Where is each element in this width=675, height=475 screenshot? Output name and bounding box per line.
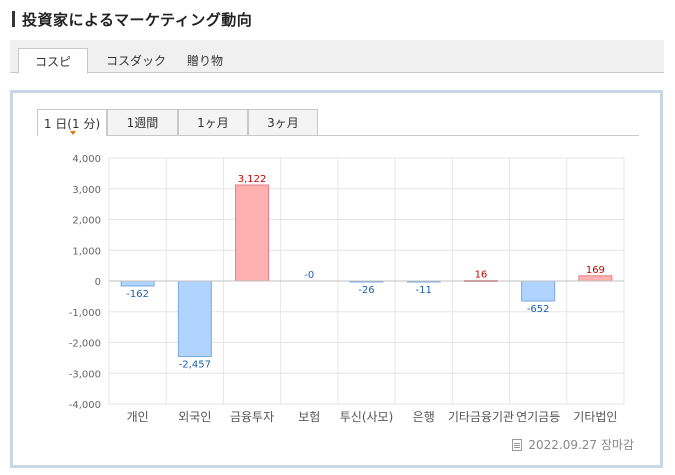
y-tick-label: 0 (95, 277, 101, 288)
tab-1-month[interactable]: 1ヶ月 (178, 109, 248, 135)
value-label: -652 (527, 304, 550, 315)
y-tick-label: -3,000 (69, 369, 101, 380)
y-tick-label: -4,000 (69, 400, 101, 411)
y-tick-label: 3,000 (72, 185, 101, 196)
y-tick-label: -1,000 (69, 308, 101, 319)
chart-panel: 1 日(1 分) 1週間 1ヶ月 3ヶ月 4,000 3,000 2,000 1,00… (10, 90, 663, 468)
value-label: 3,122 (238, 174, 267, 185)
category-label: 연기금등 (516, 410, 560, 424)
period-tab-bar: 1 日(1 分) 1週間 1ヶ月 3ヶ月 (37, 109, 637, 136)
title-marker (12, 11, 15, 27)
category-label: 은행 (413, 409, 435, 424)
category-label: 기타금융기관 (448, 410, 514, 424)
period-tab-underline (37, 135, 639, 136)
y-tick-label: 2,000 (72, 216, 101, 227)
page-title: 投資家によるマーケティング動向 (22, 10, 253, 29)
value-label: 16 (475, 270, 488, 281)
category-label: 개인 (127, 410, 149, 424)
value-label: 169 (586, 265, 605, 276)
tab-gifts[interactable]: 贈り物 (186, 54, 223, 68)
tab-kosdaq[interactable]: コスダック (105, 54, 166, 68)
bar-9 (578, 275, 613, 282)
y-tick-label: 4,000 (72, 154, 101, 165)
document-icon (512, 438, 523, 451)
value-label: -2,457 (179, 360, 211, 371)
date-text: 2022.09.27 장마감 (528, 438, 634, 452)
value-label: -11 (416, 285, 432, 296)
category-label: 투신(사모) (340, 410, 394, 424)
market-tab-bar: コスピ コスダック 贈り物 (10, 40, 664, 74)
value-label: -0 (304, 270, 314, 281)
y-tick-label: -2,000 (69, 339, 101, 350)
market-close-date: 2022.09.27 장마감 (512, 436, 634, 453)
value-label: -26 (358, 285, 374, 296)
tab-3-months[interactable]: 3ヶ月 (248, 109, 318, 135)
value-label: -162 (126, 289, 149, 300)
investor-bar-chart: 4,000 3,000 2,000 1,000 0 -1,000 -2,000 -3,000 -… (69, 154, 625, 424)
bar-8 (521, 280, 556, 302)
bar-2 (177, 280, 212, 358)
tab-1-week[interactable]: 1週間 (107, 109, 178, 135)
active-tab-marker-icon (70, 131, 76, 135)
y-tick-label: 1,000 (72, 246, 101, 257)
bar-1 (120, 280, 155, 287)
page-header: 投資家によるマーケティング動向 (12, 9, 252, 29)
bar-3 (235, 184, 270, 282)
category-label: 보험 (298, 410, 320, 424)
tab-kospi[interactable]: コスピ (18, 48, 88, 74)
category-label: 금융투자 (230, 410, 274, 424)
category-label: 기타법인 (573, 410, 617, 424)
category-label: 외국인 (178, 410, 211, 424)
